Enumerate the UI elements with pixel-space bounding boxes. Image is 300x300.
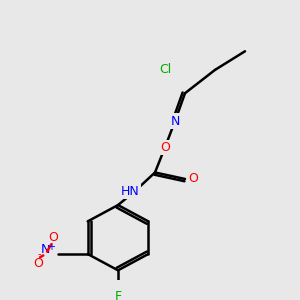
Text: -: - xyxy=(38,249,41,259)
Text: +: + xyxy=(47,242,55,251)
Text: Cl: Cl xyxy=(159,63,171,76)
Text: O: O xyxy=(188,172,198,185)
Text: O: O xyxy=(33,257,43,270)
Text: O: O xyxy=(160,141,170,154)
Text: HN: HN xyxy=(121,184,140,198)
Text: O: O xyxy=(48,231,58,244)
Text: N: N xyxy=(41,243,50,256)
Text: N: N xyxy=(170,115,180,128)
Text: F: F xyxy=(114,290,122,300)
